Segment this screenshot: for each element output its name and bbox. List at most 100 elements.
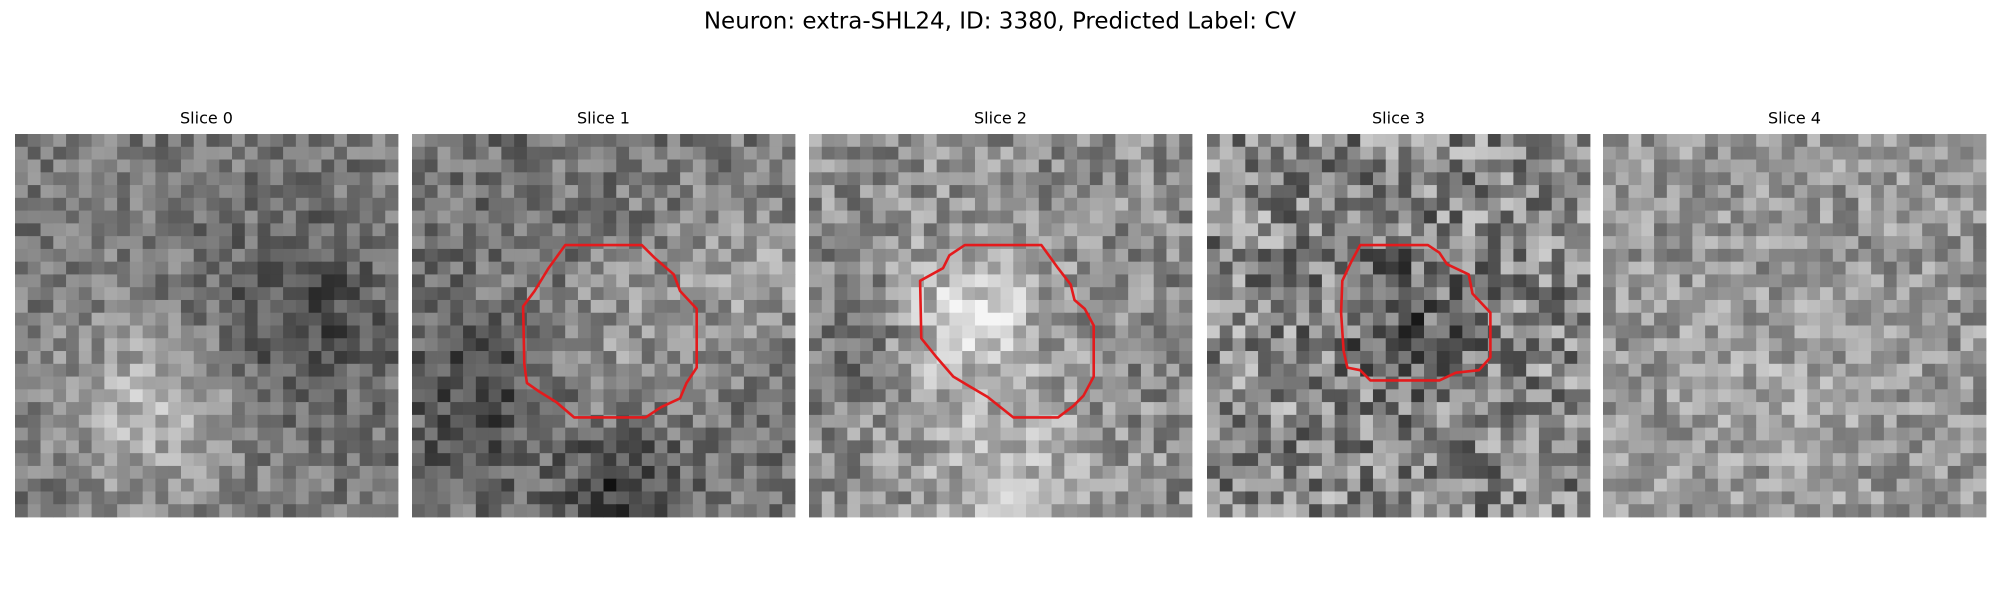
pixel [244, 248, 258, 263]
pixel [270, 172, 284, 186]
pixel [437, 134, 451, 148]
pixel [1411, 453, 1425, 467]
pixel [718, 185, 732, 199]
pixel [1000, 287, 1014, 301]
pixel [731, 325, 745, 339]
pixel [1768, 172, 1783, 186]
pixel [1232, 351, 1246, 365]
pixel [821, 402, 835, 416]
pixel [40, 376, 54, 390]
pixel [1717, 172, 1732, 186]
pixel [168, 389, 182, 403]
pixel [1743, 172, 1757, 186]
pixel [1730, 287, 1744, 301]
pixel [834, 376, 848, 390]
pixel [1909, 363, 1923, 377]
pixel [1692, 376, 1706, 390]
pixel [898, 440, 912, 454]
pixel [1115, 185, 1129, 199]
pixel [1258, 287, 1272, 301]
pixel [1973, 146, 1987, 160]
pixel [962, 312, 976, 326]
pixel [155, 414, 169, 429]
pixel [1781, 427, 1795, 441]
pixel [1871, 325, 1885, 339]
pixel [1309, 491, 1323, 505]
pixel [898, 389, 912, 403]
pixel [475, 261, 489, 275]
pixel [1692, 325, 1706, 339]
pixel [488, 159, 502, 173]
pixel [1538, 210, 1553, 224]
pixel [193, 465, 207, 480]
pixel [1538, 440, 1553, 454]
pixel [1807, 325, 1821, 339]
pixel [1705, 134, 1719, 148]
pixel [308, 312, 322, 326]
pixel [270, 248, 284, 263]
pixel [475, 465, 489, 480]
pixel [1270, 414, 1284, 429]
pixel [1577, 351, 1591, 365]
pixel [1934, 440, 1949, 454]
pixel [514, 197, 528, 211]
pixel [1871, 440, 1885, 454]
pixel [219, 465, 233, 480]
pixel [1077, 146, 1091, 160]
pixel [155, 363, 169, 377]
pixel [1128, 427, 1142, 441]
pixel [1038, 146, 1052, 160]
pixel [552, 312, 566, 326]
pixel [1487, 389, 1502, 403]
pixel [847, 274, 861, 288]
pixel [1500, 402, 1514, 416]
pixel [1947, 363, 1961, 377]
pixel [1051, 351, 1065, 365]
pixel [552, 261, 566, 275]
pixel [590, 402, 604, 416]
pixel [104, 491, 118, 505]
pixel [1845, 236, 1859, 250]
pixel [809, 414, 823, 429]
pixel [1487, 504, 1502, 518]
pixel [603, 172, 617, 186]
pixel [1654, 134, 1668, 148]
pixel [1577, 312, 1591, 326]
pixel [501, 402, 515, 416]
pixel [1500, 146, 1514, 160]
pixel [1513, 491, 1527, 505]
pixel [270, 299, 284, 314]
pixel [809, 440, 823, 454]
pixel [1730, 363, 1744, 377]
pixel [1283, 338, 1297, 352]
pixel [1730, 197, 1744, 211]
pixel [923, 236, 938, 250]
pixel [232, 491, 246, 505]
pixel [168, 172, 182, 186]
pixel [1026, 376, 1040, 390]
pixel [15, 159, 29, 173]
pixel [1077, 491, 1091, 505]
pixel [91, 440, 105, 454]
pixel [463, 478, 477, 492]
pixel [295, 363, 310, 377]
pixel [1577, 287, 1591, 301]
pixel [1628, 185, 1642, 199]
pixel [809, 172, 823, 186]
pixel [885, 453, 899, 467]
pixel [1334, 427, 1348, 441]
pixel [168, 287, 182, 301]
pixel [936, 210, 950, 224]
pixel [1781, 465, 1795, 480]
pixel [769, 402, 783, 416]
pixel [756, 414, 770, 429]
pixel [552, 363, 566, 377]
pixel [1934, 389, 1949, 403]
pixel [821, 134, 835, 148]
pixel [385, 312, 399, 326]
pixel [437, 414, 451, 429]
pixel [1140, 261, 1155, 275]
pixel [53, 248, 67, 263]
pixel [232, 414, 246, 429]
pixel [1858, 363, 1872, 377]
